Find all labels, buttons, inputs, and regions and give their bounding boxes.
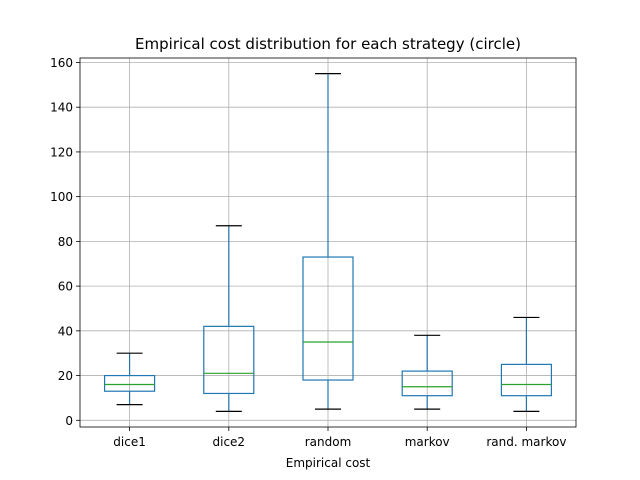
iqr-box — [103, 374, 156, 392]
y-tick-label: 160 — [50, 56, 73, 70]
x-axis-label: Empirical cost — [286, 456, 371, 470]
box-dice2 — [203, 225, 255, 412]
x-tick-label: dice2 — [213, 435, 246, 449]
x-tick-label: markov — [405, 435, 450, 449]
iqr-box — [401, 370, 453, 397]
box-markov — [401, 334, 453, 410]
x-tick-label: rand. markov — [486, 435, 566, 449]
iqr-box — [203, 325, 255, 395]
x-tick-label: dice1 — [113, 435, 146, 449]
iqr-box — [302, 256, 354, 381]
y-tick-label: 120 — [50, 145, 73, 159]
x-tick-label: random — [305, 435, 352, 449]
y-tick-label: 60 — [58, 280, 73, 294]
chart-title: Empirical cost distribution for each str… — [135, 35, 521, 53]
x-axis: dice1 dice2 random markov rand. markov — [113, 427, 566, 449]
iqr-box — [500, 363, 552, 397]
y-axis: 0 20 40 60 80 100 120 140 160 — [50, 56, 80, 428]
y-tick-label: 140 — [50, 101, 73, 115]
y-tick-label: 40 — [58, 324, 73, 338]
box-rand-markov — [500, 316, 552, 412]
y-tick-label: 0 — [65, 414, 73, 428]
boxes — [103, 73, 552, 412]
y-tick-label: 80 — [58, 235, 73, 249]
y-tick-label: 100 — [50, 190, 73, 204]
box-random — [302, 73, 354, 410]
box-dice1 — [103, 352, 156, 406]
y-tick-label: 20 — [58, 369, 73, 383]
